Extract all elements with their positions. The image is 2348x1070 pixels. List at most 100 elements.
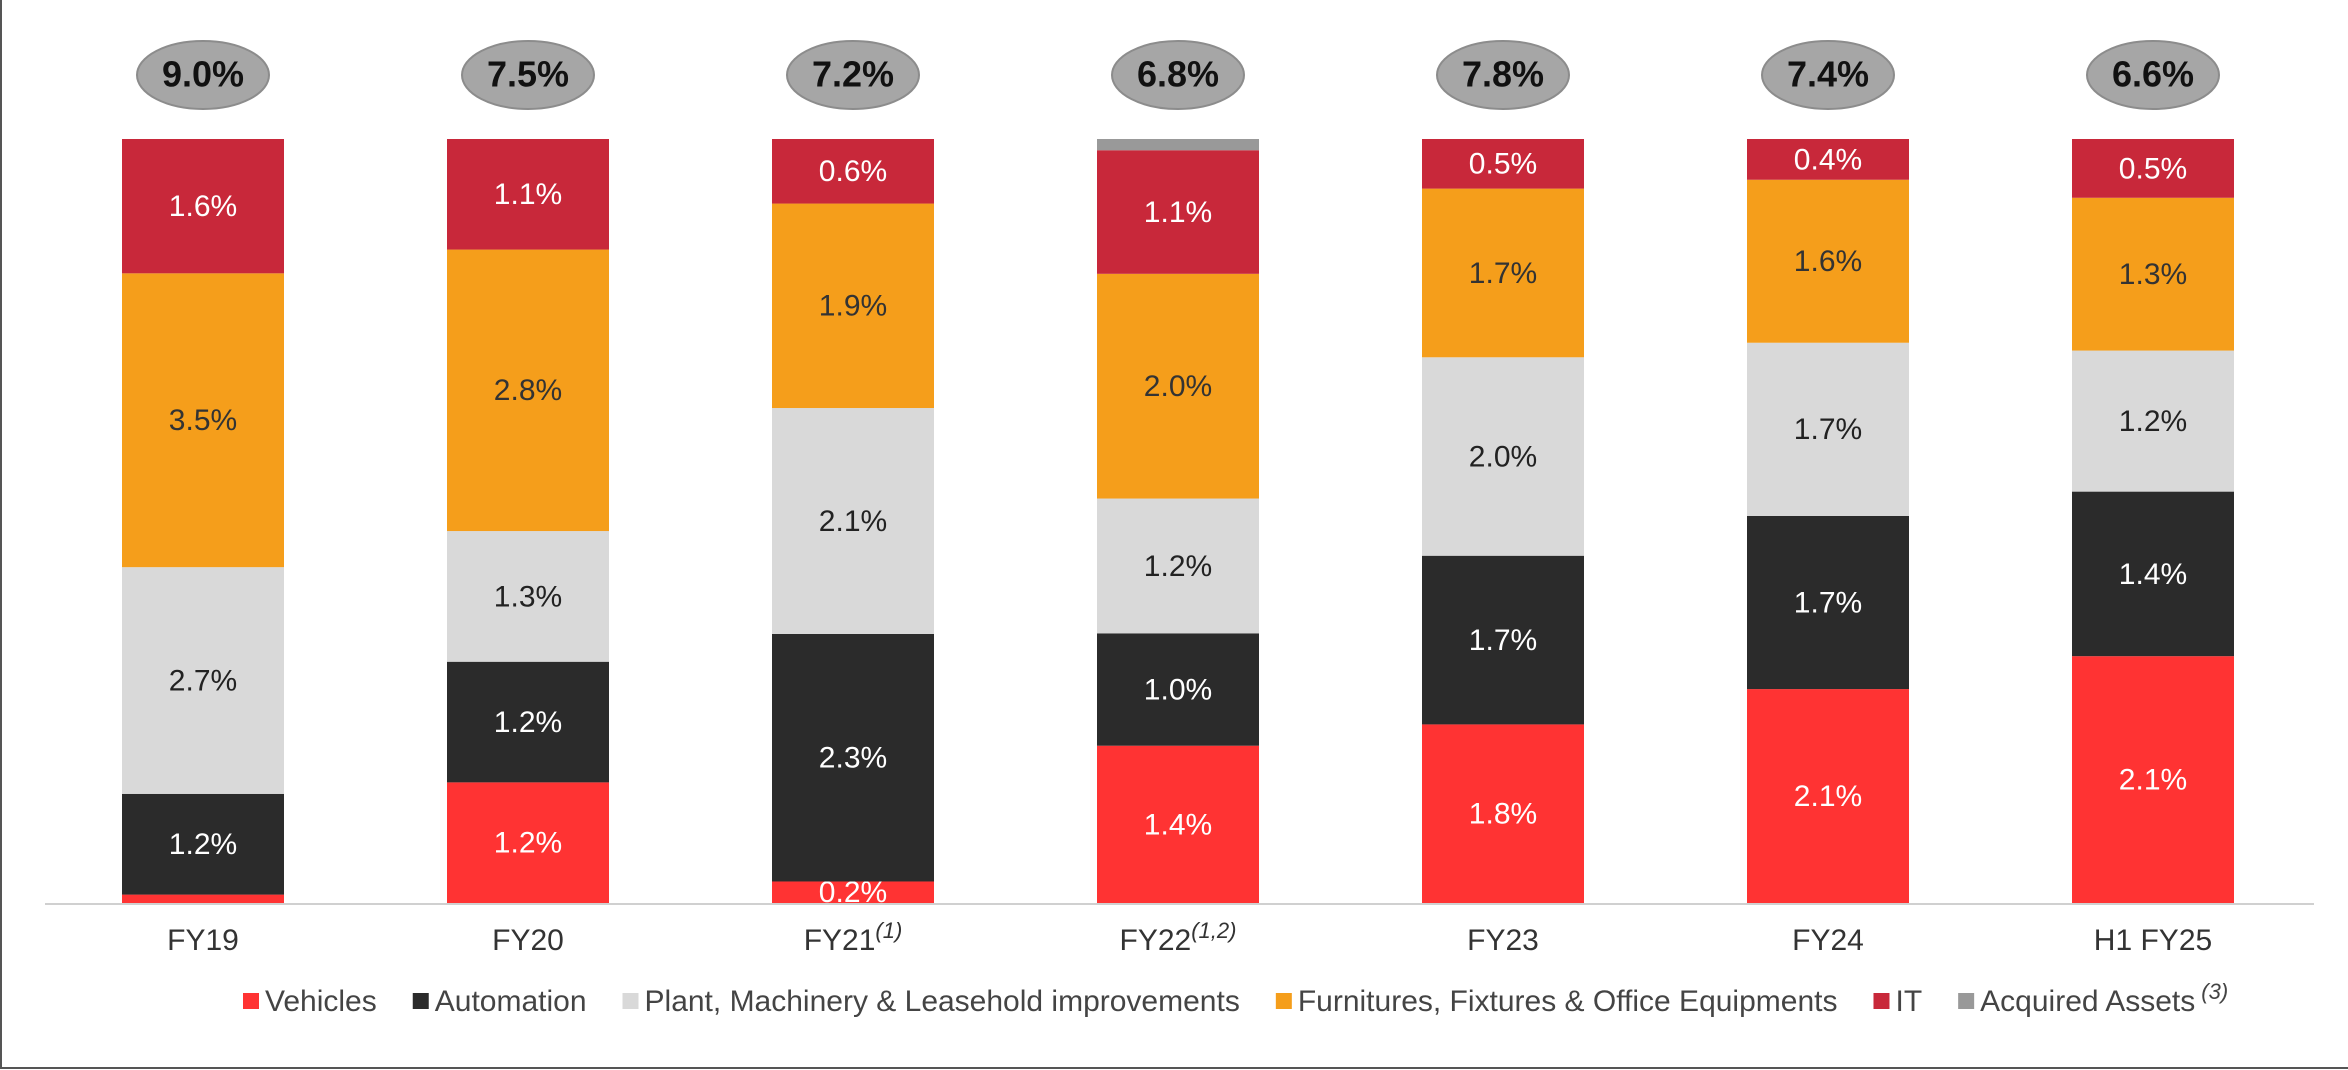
category-name: FY20 xyxy=(492,924,564,957)
bar-segment xyxy=(772,139,934,204)
data-label: 1.1% xyxy=(494,178,562,211)
data-label: 2.1% xyxy=(2119,764,2187,797)
bar-segment xyxy=(122,139,284,274)
legend-entry: Furnitures, Fixtures & Office Equipments xyxy=(1298,985,1838,1018)
data-label: 1.1% xyxy=(1144,196,1212,229)
bar-segment xyxy=(122,793,284,895)
x-tick-label: H1 FY25 xyxy=(2094,924,2212,957)
legend-swatch xyxy=(1873,993,1890,1009)
legend-swatch xyxy=(412,993,429,1009)
x-tick-label: FY20 xyxy=(492,924,564,957)
category-note: (1,2) xyxy=(1191,918,1236,943)
bar-segment xyxy=(1422,188,1584,358)
total-badge xyxy=(1111,40,1245,110)
data-label: 1.7% xyxy=(1469,257,1537,290)
data-label: 1.3% xyxy=(2119,258,2187,291)
legend-entry: Acquired Assets (3) xyxy=(1980,979,2228,1018)
total-label: 7.5% xyxy=(487,54,569,95)
bar-segment xyxy=(772,633,934,882)
data-label: 3.5% xyxy=(169,404,237,437)
data-label: 2.8% xyxy=(494,374,562,407)
bar-segment xyxy=(2072,197,2234,351)
bar-segment xyxy=(447,139,609,250)
category-name: FY23 xyxy=(1467,924,1539,957)
total-badge xyxy=(136,40,270,110)
data-label: 1.7% xyxy=(1794,586,1862,619)
legend-swatch xyxy=(1958,993,1975,1009)
legend-entry: IT xyxy=(1895,985,1922,1018)
category-name: H1 FY25 xyxy=(2094,924,2212,957)
bar-segment xyxy=(2072,656,2234,903)
bar-segment xyxy=(447,661,609,783)
bar-segment xyxy=(447,782,609,903)
legend-entry: Plant, Machinery & Leasehold improvement… xyxy=(645,985,1240,1018)
total-badge xyxy=(2086,40,2220,110)
total-label: 7.2% xyxy=(812,54,894,95)
data-label: 2.0% xyxy=(1144,370,1212,403)
data-label: 1.6% xyxy=(1794,245,1862,278)
legend-swatch xyxy=(1275,993,1292,1009)
legend-note: (3) xyxy=(2201,979,2228,1004)
bar-segment xyxy=(1747,139,1909,180)
legend-entry: Vehicles xyxy=(265,985,377,1018)
bar-segment xyxy=(2072,491,2234,657)
bar-segment xyxy=(1422,357,1584,556)
bar-segment xyxy=(772,881,934,903)
category-name: FY24 xyxy=(1792,924,1864,957)
total-label: 7.4% xyxy=(1787,54,1869,95)
data-label: 0.2% xyxy=(819,876,887,909)
bar-segment xyxy=(1097,150,1259,274)
bar-segment xyxy=(1097,498,1259,634)
data-label: 0.6% xyxy=(819,155,887,188)
legend-name: Vehicles xyxy=(265,985,377,1018)
bar-segment xyxy=(2072,350,2234,492)
bar-segment xyxy=(772,203,934,409)
total-badge xyxy=(786,40,920,110)
bar-segment xyxy=(772,408,934,634)
category-name: FY21 xyxy=(804,924,876,957)
bar-segment xyxy=(1097,745,1259,903)
bar-segment xyxy=(447,249,609,532)
x-tick-label: FY24 xyxy=(1792,924,1864,957)
data-label: 1.9% xyxy=(819,290,887,323)
data-label: 1.2% xyxy=(494,706,562,739)
bar-segment xyxy=(1747,342,1909,516)
bar-segment xyxy=(1097,139,1259,151)
data-label: 1.2% xyxy=(1144,550,1212,583)
total-label: 9.0% xyxy=(162,54,244,95)
legend-name: IT xyxy=(1895,985,1922,1018)
data-label: 1.3% xyxy=(494,580,562,613)
bar-segment xyxy=(1747,515,1909,690)
bar-segment xyxy=(122,273,284,568)
category-note: (1) xyxy=(875,918,902,943)
data-label: 0.4% xyxy=(1794,143,1862,176)
bar-segment xyxy=(2072,139,2234,198)
data-label: 1.0% xyxy=(1144,673,1212,706)
legend-name: Automation xyxy=(435,985,587,1018)
data-label: 1.2% xyxy=(169,828,237,861)
category-name: FY19 xyxy=(167,924,239,957)
data-label: 2.1% xyxy=(819,505,887,538)
legend-name: Furnitures, Fixtures & Office Equipments xyxy=(1298,985,1838,1018)
data-label: 1.4% xyxy=(2119,558,2187,591)
total-badge xyxy=(1436,40,1570,110)
bar-segment xyxy=(1422,555,1584,725)
bar-segment xyxy=(1747,179,1909,343)
legend-swatch xyxy=(622,993,639,1009)
bar-segment xyxy=(1422,139,1584,189)
data-label: 2.0% xyxy=(1469,440,1537,473)
x-tick-label: FY19 xyxy=(167,924,239,957)
bar-segment xyxy=(447,531,609,662)
total-badge xyxy=(461,40,595,110)
data-label: 1.8% xyxy=(1469,798,1537,831)
total-badge xyxy=(1761,40,1895,110)
legend-name: Plant, Machinery & Leasehold improvement… xyxy=(645,985,1240,1018)
data-label: 0.5% xyxy=(1469,148,1537,181)
legend-entry: Automation xyxy=(435,985,587,1018)
bar-segment xyxy=(122,567,284,794)
bar-segment xyxy=(122,894,284,903)
bar-segment xyxy=(1422,724,1584,903)
data-label: 2.7% xyxy=(169,664,237,697)
legend-swatch xyxy=(243,993,259,1009)
